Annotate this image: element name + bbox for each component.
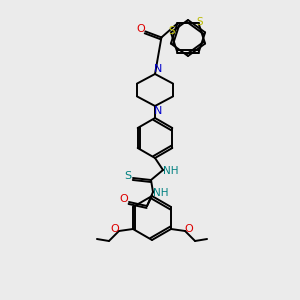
Text: S: S <box>196 17 203 27</box>
Text: NH: NH <box>163 166 179 176</box>
Text: O: O <box>185 224 194 234</box>
Text: N: N <box>154 106 162 116</box>
Text: O: O <box>120 194 128 204</box>
Text: S: S <box>124 171 132 181</box>
Text: O: O <box>111 224 119 234</box>
Text: O: O <box>136 24 145 34</box>
Text: N: N <box>154 64 162 74</box>
Text: NH: NH <box>153 188 169 198</box>
Text: S: S <box>169 26 175 36</box>
